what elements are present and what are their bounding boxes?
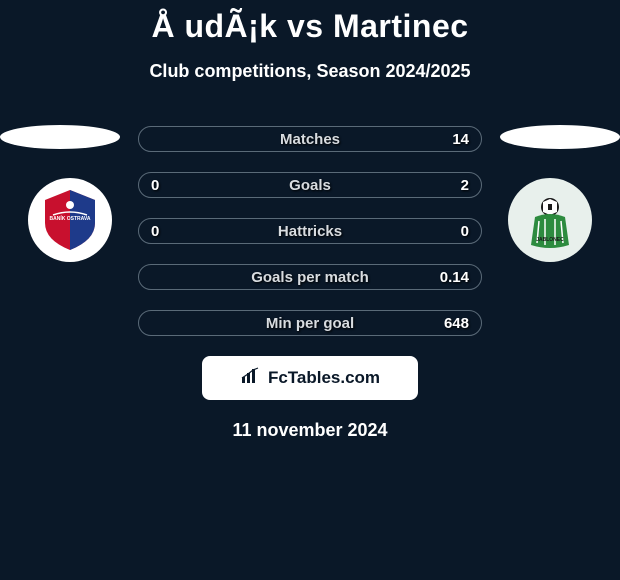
- stat-label: Hattricks: [278, 223, 342, 240]
- stat-row-hattricks: 0 Hattricks 0: [138, 218, 482, 244]
- stat-right-value: 0: [439, 223, 469, 240]
- stats-container: Matches 14 0 Goals 2 0 Hattricks 0 Goals…: [138, 126, 482, 441]
- stat-row-matches: Matches 14: [138, 126, 482, 152]
- fk-jablonec-crest-icon: JABLONEC: [515, 185, 585, 255]
- stat-left-value: 0: [151, 177, 181, 194]
- club-badge-right: JABLONEC: [508, 178, 592, 262]
- page-subtitle: Club competitions, Season 2024/2025: [0, 61, 620, 82]
- stat-row-goals-per-match: Goals per match 0.14: [138, 264, 482, 290]
- stat-label: Goals per match: [251, 269, 369, 286]
- club-badge-left: BANÍK OSTRAVA: [28, 178, 112, 262]
- stat-label: Matches: [280, 131, 340, 148]
- stat-label: Goals: [289, 177, 331, 194]
- svg-text:JABLONEC: JABLONEC: [536, 237, 564, 243]
- bar-chart-icon: [240, 367, 262, 390]
- stat-label: Min per goal: [266, 315, 354, 332]
- stat-right-value: 0.14: [439, 269, 469, 286]
- stat-right-value: 648: [439, 315, 469, 332]
- stat-right-value: 2: [439, 177, 469, 194]
- banik-ostrava-crest-icon: BANÍK OSTRAVA: [35, 185, 105, 255]
- header: Å udÃ¡k vs Martinec Club competitions, S…: [0, 0, 620, 82]
- stat-left-value: 0: [151, 223, 181, 240]
- fctables-logo[interactable]: FcTables.com: [202, 356, 418, 400]
- stat-row-min-per-goal: Min per goal 648: [138, 310, 482, 336]
- stat-right-value: 14: [439, 131, 469, 148]
- svg-text:BANÍK OSTRAVA: BANÍK OSTRAVA: [50, 214, 91, 222]
- player-ellipse-right: [500, 125, 620, 149]
- stat-row-goals: 0 Goals 2: [138, 172, 482, 198]
- date-label: 11 november 2024: [138, 420, 482, 441]
- player-ellipse-left: [0, 125, 120, 149]
- page-title: Å udÃ¡k vs Martinec: [0, 8, 620, 45]
- logo-text: FcTables.com: [268, 368, 380, 388]
